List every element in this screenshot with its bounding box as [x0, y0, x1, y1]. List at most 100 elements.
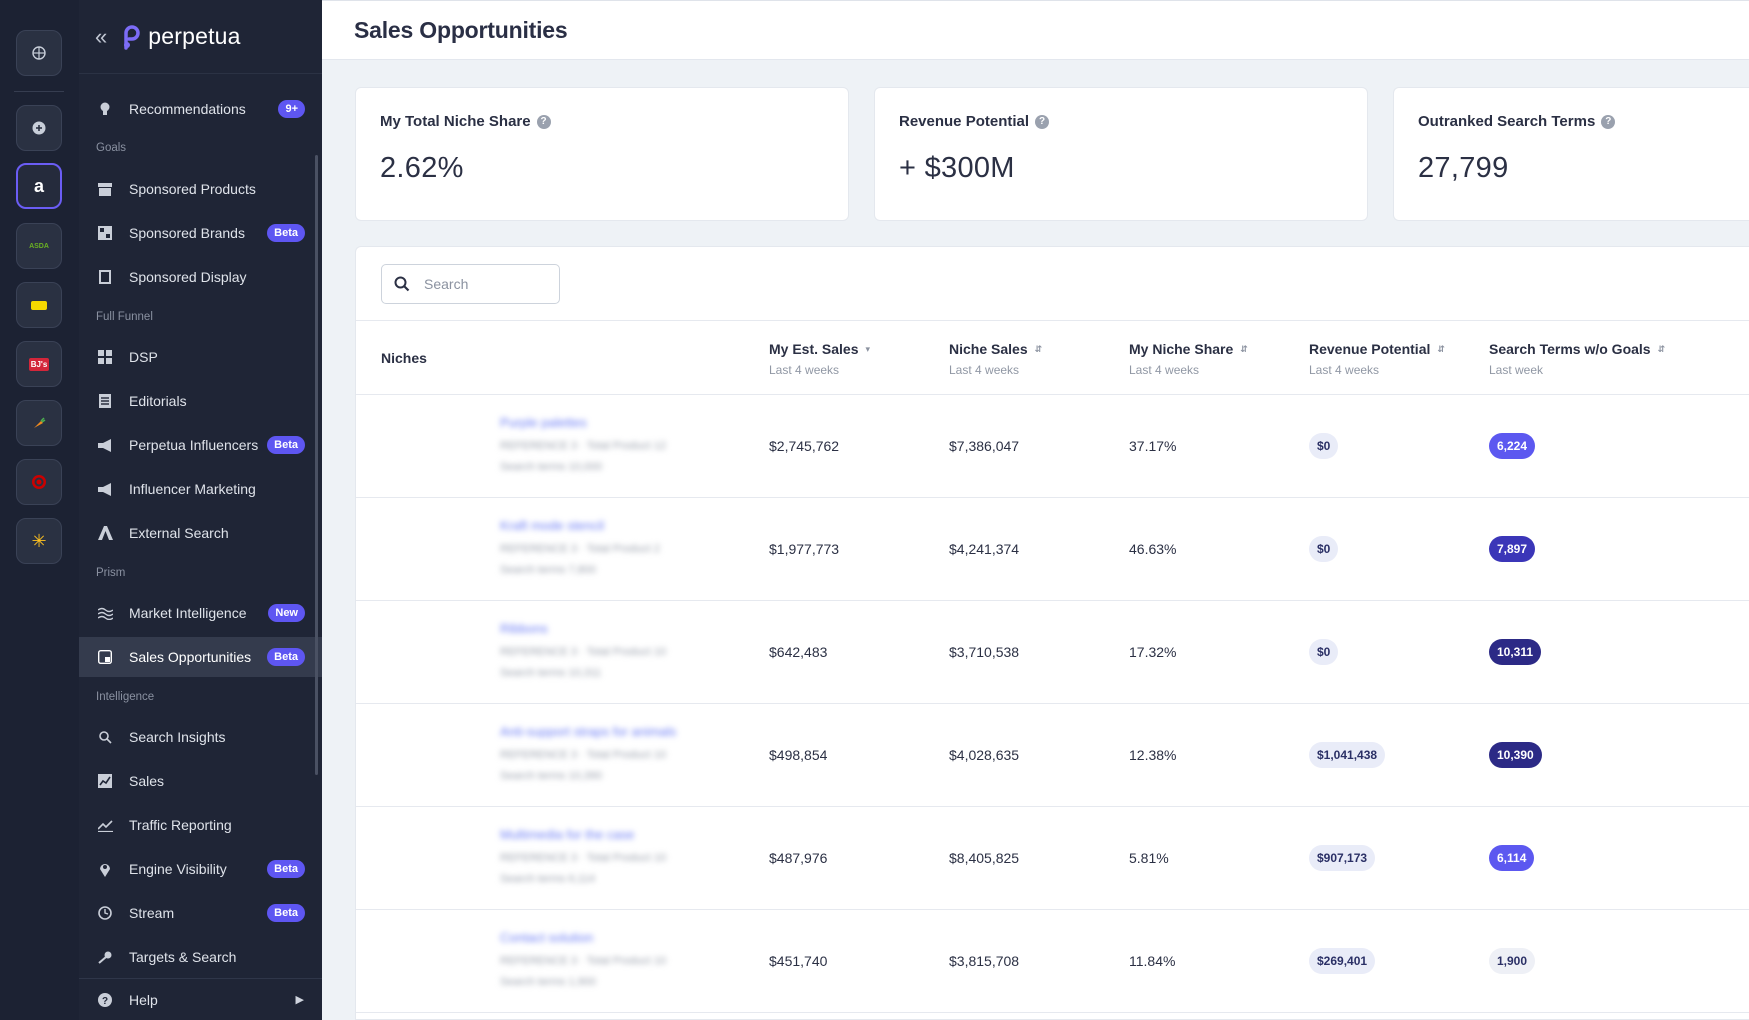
opportunity-icon: [97, 649, 113, 665]
search-terms-pill: 6,114: [1489, 845, 1535, 871]
kpi-value: 27,799: [1418, 152, 1509, 184]
sidebar-item-targets-search[interactable]: Targets & Search: [79, 937, 322, 977]
sidebar-item-sponsored-display[interactable]: Sponsored Display: [79, 257, 322, 297]
help-icon[interactable]: ?: [1601, 114, 1616, 129]
search-terms-pill: 10,390: [1489, 742, 1542, 768]
sidebar-item-recommendations[interactable]: Recommendations 9+: [79, 89, 322, 129]
kpi-value: 2.62%: [380, 152, 464, 184]
sidebar-item-sales[interactable]: Sales: [79, 761, 322, 801]
niche-sales-cell: $8,405,825: [949, 850, 1020, 866]
est-sales-cell: $498,854: [769, 747, 828, 763]
beta-badge: Beta: [267, 860, 305, 878]
niche-sales-cell: $4,028,635: [949, 747, 1020, 763]
niche-info: Kraft mode stencil REFERENCE 3 · Total P…: [500, 518, 660, 576]
niche-share-cell: 17.32%: [1129, 644, 1177, 660]
help-icon: ?: [97, 992, 113, 1008]
sidebar-item-dsp[interactable]: DSP: [79, 337, 322, 377]
asda-icon[interactable]: ASDA: [16, 223, 62, 269]
sidebar-item-sales-opportunities[interactable]: Sales Opportunities Beta: [79, 637, 322, 677]
search-input[interactable]: [424, 276, 534, 292]
display-icon: [97, 269, 113, 285]
globe-icon[interactable]: [16, 30, 62, 76]
section-full-funnel: Full Funnel: [96, 311, 153, 323]
niche-link[interactable]: Ribbons: [500, 621, 548, 636]
search-terms-pill: 1,900: [1489, 948, 1536, 974]
table-row[interactable]: Anti-support straps for animals REFERENC…: [356, 704, 1749, 807]
walmart-icon[interactable]: ✳: [16, 518, 62, 564]
sort-icon[interactable]: ⇵: [1437, 343, 1445, 354]
sort-icon[interactable]: ⇵: [1240, 343, 1248, 354]
help-icon[interactable]: ?: [536, 114, 551, 129]
sidebar-scrollbar[interactable]: [315, 155, 318, 775]
column-header-niche-share[interactable]: My Niche Share ⇵ Last 4 weeks: [1129, 341, 1248, 377]
help-menu[interactable]: ? Help ▶: [79, 978, 322, 1020]
target-icon[interactable]: [16, 459, 62, 505]
niche-link[interactable]: Kraft mode stencil: [500, 518, 605, 533]
sidebar-item-engine-visibility[interactable]: Engine Visibility Beta: [79, 849, 322, 889]
sort-desc-icon[interactable]: ▾: [865, 343, 871, 354]
kpi-card-outranked-terms: Outranked Search Terms? 27,799: [1393, 87, 1749, 221]
niche-info: Anti-support straps for animals REFERENC…: [500, 724, 677, 782]
table-row[interactable]: Multimedia for the case REFERENCE 3 · To…: [356, 807, 1749, 910]
sidebar-item-traffic-reporting[interactable]: Traffic Reporting: [79, 805, 322, 845]
waves-icon: [97, 605, 113, 621]
column-header-est-sales[interactable]: My Est. Sales ▾ Last 4 weeks: [769, 341, 871, 377]
grid-icon: [97, 349, 113, 365]
collapse-icon[interactable]: «: [95, 23, 108, 49]
section-intelligence: Intelligence: [96, 691, 155, 703]
niche-sales-cell: $3,815,708: [949, 953, 1020, 969]
niche-link[interactable]: Contact solution: [500, 930, 594, 945]
column-header-search-terms[interactable]: Search Terms w/o Goals ⇵ Last week: [1489, 341, 1666, 377]
niche-sales-cell: $7,386,047: [949, 438, 1020, 454]
amazon-icon[interactable]: a: [16, 163, 62, 209]
table-header: Niches My Est. Sales ▾ Last 4 weeks Niche…: [356, 320, 1749, 395]
chevron-right-icon: ▶: [295, 994, 304, 1006]
niches-table-card: Niches My Est. Sales▾ Last 4 weeks Niche…: [355, 246, 1749, 1020]
column-header-revenue-potential[interactable]: Revenue Potential ⇵ Last 4 weeks: [1309, 341, 1445, 377]
add-icon[interactable]: [16, 105, 62, 151]
tag-icon[interactable]: [16, 282, 62, 328]
recommendations-count-badge: 9+: [278, 100, 305, 118]
sidebar-item-sponsored-products[interactable]: Sponsored Products: [79, 169, 322, 209]
kpi-card-revenue-potential: Revenue Potential? + $300M: [874, 87, 1368, 221]
sidebar-item-sponsored-brands[interactable]: Sponsored Brands Beta: [79, 213, 322, 253]
table-row[interactable]: Ribbons REFERENCE 3 · Total Product 10 S…: [356, 601, 1749, 704]
sidebar-item-external-search[interactable]: External Search: [79, 513, 322, 553]
sidebar-item-influencer-marketing[interactable]: Influencer Marketing: [79, 469, 322, 509]
niche-link[interactable]: Anti-support straps for animals: [500, 724, 677, 739]
trend-icon: [97, 817, 113, 833]
bjs-icon[interactable]: BJ's: [16, 341, 62, 387]
sidebar-item-market-intelligence[interactable]: Market Intelligence New: [79, 593, 322, 633]
revenue-potential-pill: $907,173: [1309, 845, 1376, 871]
est-sales-cell: $2,745,762: [769, 438, 840, 454]
logo: perpetua: [121, 23, 240, 50]
table-row[interactable]: Kraft mode stencil REFERENCE 3 · Total P…: [356, 498, 1749, 601]
table-row[interactable]: Contact solution REFERENCE 3 · Total Pro…: [356, 910, 1749, 1013]
search-box[interactable]: [381, 264, 560, 304]
niche-link[interactable]: Multimedia for the case: [500, 827, 635, 842]
sidebar-item-perpetua-influencers[interactable]: Perpetua Influencers Beta: [79, 425, 322, 465]
sort-icon[interactable]: ⇵: [1034, 343, 1043, 354]
help-icon[interactable]: ?: [1035, 114, 1050, 129]
svg-text:?: ?: [102, 996, 108, 1007]
carrot-icon[interactable]: [16, 400, 62, 446]
table-row[interactable]: Purple palettes REFERENCE 3 · Total Prod…: [356, 395, 1749, 498]
search-insights-icon: [97, 729, 113, 745]
main-content: Sales Opportunities My Total Niche Share…: [322, 0, 1749, 1020]
est-sales-cell: $451,740: [769, 953, 828, 969]
beta-badge: Beta: [267, 648, 305, 666]
key-icon: [97, 949, 113, 965]
sidebar-item-search-insights[interactable]: Search Insights: [79, 717, 322, 757]
sidebar-item-editorials[interactable]: Editorials: [79, 381, 322, 421]
column-header-niche-sales[interactable]: Niche Sales ⇵ Last 4 weeks: [949, 341, 1043, 377]
sidebar-item-stream[interactable]: Stream Beta: [79, 893, 322, 933]
est-sales-cell: $642,483: [769, 644, 828, 660]
sort-icon[interactable]: ⇵: [1657, 343, 1666, 354]
niche-info: Multimedia for the case REFERENCE 3 · To…: [500, 827, 667, 885]
niche-share-cell: 5.81%: [1129, 850, 1169, 866]
topbar: Sales Opportunities: [322, 0, 1749, 60]
section-goals: Goals: [96, 142, 127, 154]
niche-link[interactable]: Purple palettes: [500, 415, 587, 430]
chart-icon: [97, 773, 113, 789]
niche-share-cell: 46.63%: [1129, 541, 1177, 557]
